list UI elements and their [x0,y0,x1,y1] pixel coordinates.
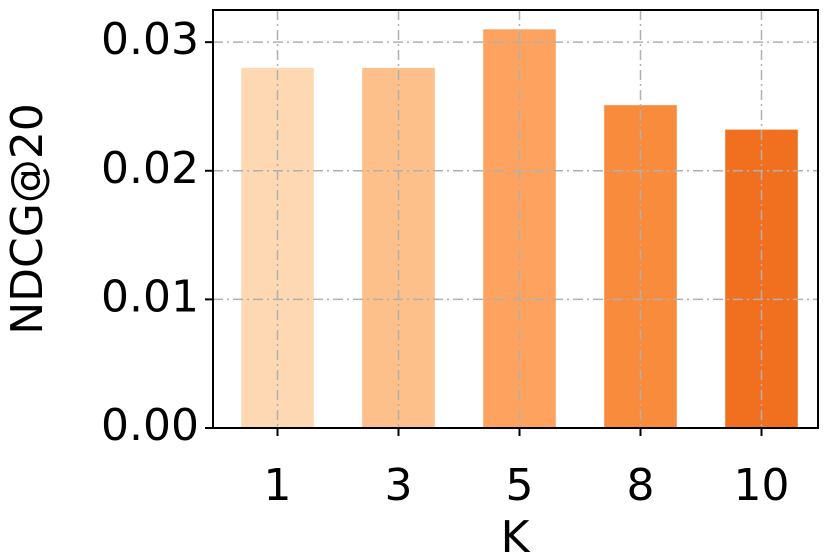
y-tick-label: 0.03 [101,14,199,65]
y-tick-label: 0.01 [101,271,199,322]
x-tick-label: 10 [734,460,790,511]
x-tick-label: 1 [264,460,292,511]
y-axis-label: NDCG@20 [2,103,53,335]
bar [483,29,556,429]
plot-frame [212,9,819,429]
y-tick-label: 0.00 [101,400,199,451]
bar [362,67,435,428]
bar [241,67,314,428]
x-tick-label: 3 [385,460,413,511]
x-axis-label: K [501,512,531,557]
x-tick-label: 8 [627,460,655,511]
y-tick-label: 0.02 [101,143,199,194]
x-tick-label: 5 [506,460,534,511]
